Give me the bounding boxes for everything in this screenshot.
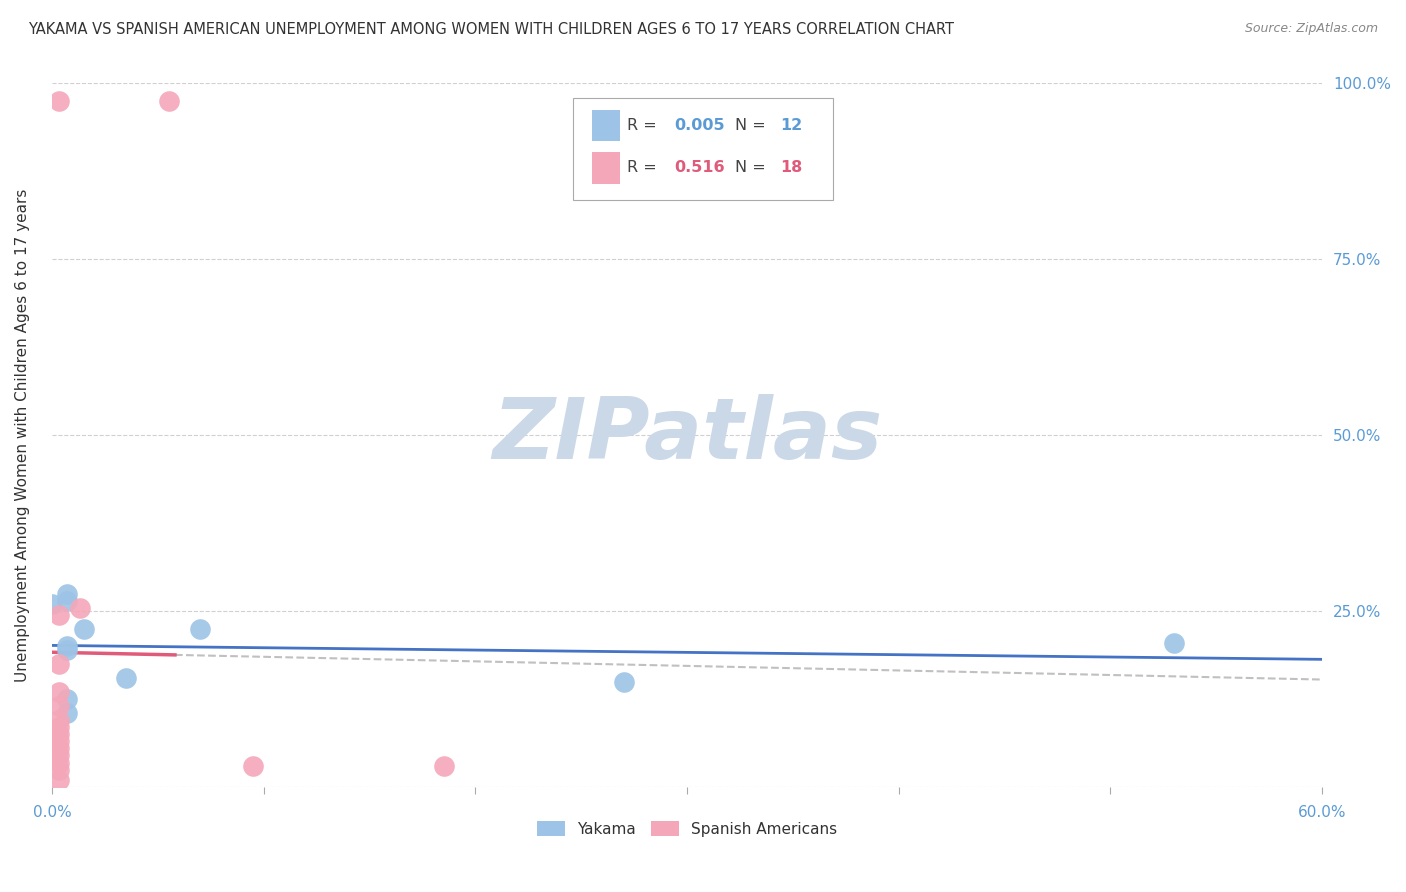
Text: Source: ZipAtlas.com: Source: ZipAtlas.com bbox=[1244, 22, 1378, 36]
Point bbox=[48, 756, 70, 770]
Point bbox=[56, 706, 79, 721]
Point bbox=[56, 593, 79, 607]
Text: R =: R = bbox=[627, 118, 662, 133]
FancyBboxPatch shape bbox=[592, 152, 620, 184]
Point bbox=[56, 586, 79, 600]
Text: 0.516: 0.516 bbox=[675, 161, 725, 176]
Legend: Yakama, Spanish Americans: Yakama, Spanish Americans bbox=[531, 814, 844, 843]
Text: YAKAMA VS SPANISH AMERICAN UNEMPLOYMENT AMONG WOMEN WITH CHILDREN AGES 6 TO 17 Y: YAKAMA VS SPANISH AMERICAN UNEMPLOYMENT … bbox=[28, 22, 955, 37]
Point bbox=[48, 720, 70, 734]
Point bbox=[56, 692, 79, 706]
Point bbox=[433, 759, 456, 773]
Point bbox=[48, 748, 70, 763]
Point bbox=[48, 763, 70, 777]
Point bbox=[48, 685, 70, 699]
Point bbox=[48, 699, 70, 714]
Point bbox=[613, 674, 636, 689]
Point bbox=[1163, 636, 1185, 650]
Text: R =: R = bbox=[627, 161, 668, 176]
Point bbox=[242, 759, 264, 773]
Point bbox=[56, 640, 79, 654]
Point bbox=[48, 727, 70, 741]
Point bbox=[56, 643, 79, 657]
Text: 12: 12 bbox=[780, 118, 801, 133]
Point bbox=[48, 741, 70, 756]
Text: 0.005: 0.005 bbox=[675, 118, 725, 133]
Point bbox=[157, 94, 180, 108]
Text: N =: N = bbox=[735, 118, 770, 133]
Text: N =: N = bbox=[735, 161, 770, 176]
Point bbox=[48, 773, 70, 788]
Point bbox=[115, 671, 138, 685]
Text: 18: 18 bbox=[780, 161, 801, 176]
Text: ZIPatlas: ZIPatlas bbox=[492, 393, 882, 477]
Point bbox=[73, 622, 96, 636]
FancyBboxPatch shape bbox=[592, 110, 620, 142]
Point bbox=[48, 734, 70, 748]
Point bbox=[48, 607, 70, 622]
Y-axis label: Unemployment Among Women with Children Ages 6 to 17 years: Unemployment Among Women with Children A… bbox=[15, 188, 30, 682]
Point bbox=[48, 94, 70, 108]
Point bbox=[188, 622, 211, 636]
Point bbox=[69, 600, 91, 615]
FancyBboxPatch shape bbox=[572, 97, 834, 200]
Point bbox=[41, 597, 63, 611]
Point bbox=[48, 714, 70, 728]
Point bbox=[48, 657, 70, 671]
